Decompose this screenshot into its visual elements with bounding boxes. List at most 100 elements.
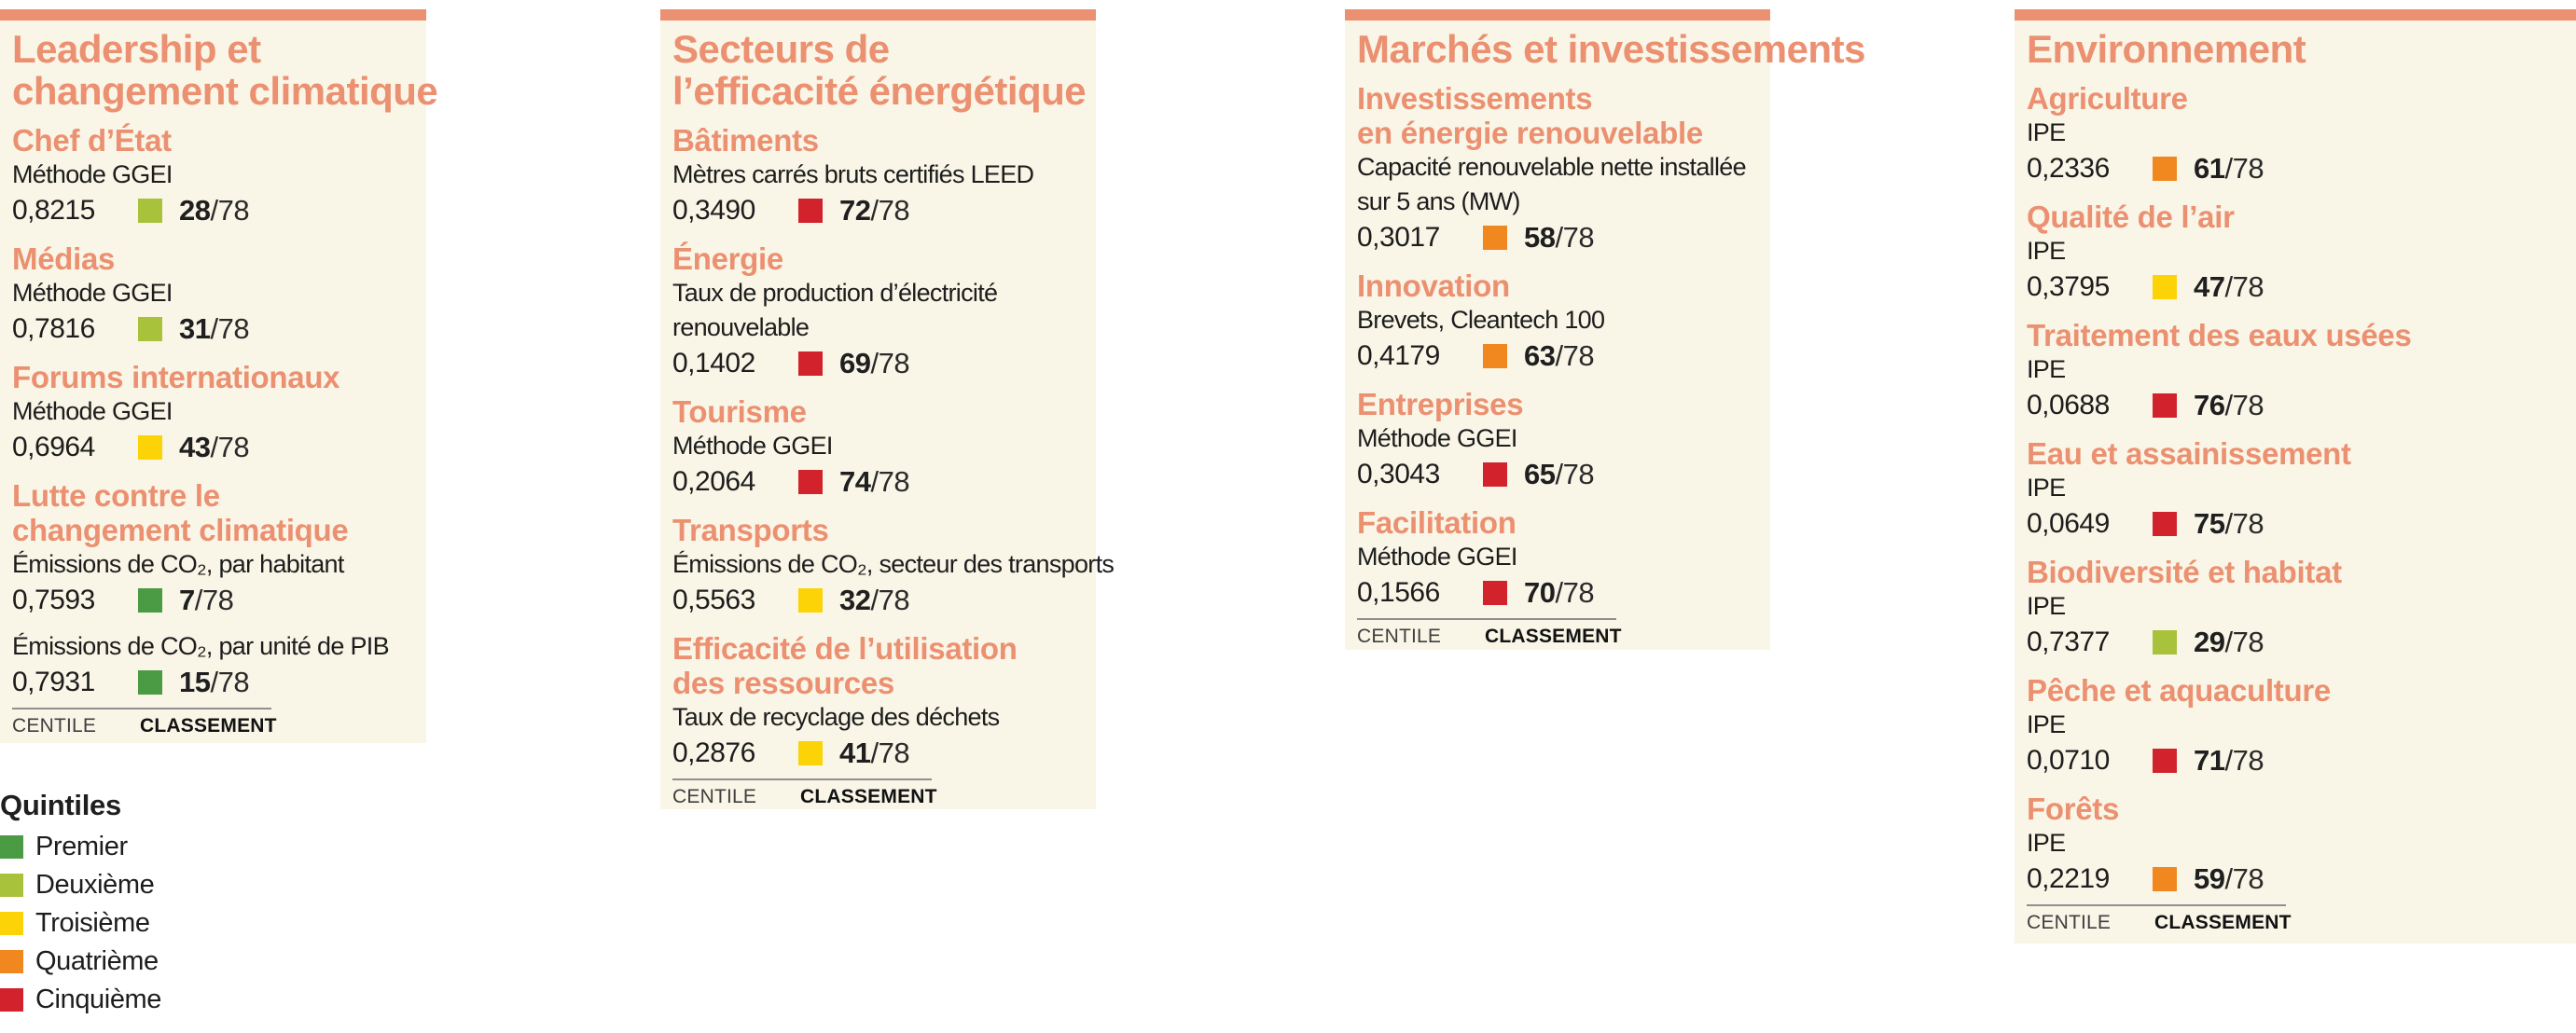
- quintile-square-icon: [1483, 226, 1507, 250]
- legend-item: Deuxième: [0, 870, 392, 900]
- rank-total: /78: [210, 666, 250, 698]
- footer-column-labels: CENTILE CLASSEMENT: [672, 786, 1090, 808]
- rank-value: 63: [1524, 339, 1556, 372]
- metric-value-row: 0,7816 31/78: [12, 312, 421, 345]
- centile-value: 0,2064: [672, 466, 755, 497]
- metric: IPE 0,2219 59/78: [2027, 826, 2570, 895]
- metric-value-row: 0,3490 72/78: [672, 194, 1090, 227]
- quintile-square-icon: [798, 588, 823, 613]
- metric-value-row: 0,0688 76/78: [2027, 389, 2570, 421]
- section-header: en énergie renouvelable: [1357, 116, 1703, 150]
- metric: Méthode GGEI 0,7816 31/78: [12, 276, 421, 345]
- legend-swatch-icon: [0, 835, 23, 859]
- rank-total: /78: [2224, 152, 2264, 185]
- centile-value: 0,7377: [2027, 627, 2110, 657]
- centile-value: 0,7931: [12, 667, 95, 697]
- indicator-label: Émissions de CO₂, secteur des transports: [672, 550, 1115, 578]
- rank-value: 32: [839, 584, 871, 616]
- metric: Méthode GGEI 0,8215 28/78: [12, 158, 421, 227]
- rank-total: /78: [870, 584, 910, 616]
- indicator-label: Méthode GGEI: [12, 160, 173, 188]
- indicator-label: IPE: [2027, 118, 2066, 146]
- section-header: Lutte contre le: [12, 478, 220, 513]
- metric-value-row: 0,1566 70/78: [1357, 576, 1765, 609]
- indicator-label: Taux de recyclage des déchets: [672, 703, 1000, 731]
- metric: Mètres carrés bruts certifiés LEED 0,3490…: [672, 158, 1090, 227]
- legend-item: Quatrième: [0, 946, 392, 976]
- rank-value: 47: [2194, 270, 2225, 303]
- section: Investissements en énergie renouvelable Ca…: [1357, 81, 1765, 254]
- classement-column-label: CLASSEMENT: [800, 786, 937, 807]
- quintile-square-icon: [138, 435, 162, 460]
- section: Forêts IPE 0,2219 59/78: [2027, 792, 2570, 895]
- panel-title-line: Secteurs de: [672, 27, 890, 71]
- metric: IPE 0,0710 71/78: [2027, 708, 2570, 777]
- centile-value: 0,0649: [2027, 508, 2110, 539]
- quintile-square-icon: [138, 670, 162, 695]
- section-header: Facilitation: [1357, 505, 1517, 540]
- quintile-square-icon: [1483, 462, 1507, 487]
- metric-value-row: 0,7377 29/78: [2027, 626, 2570, 658]
- classement-column-label: CLASSEMENT: [1485, 626, 1622, 647]
- metric-value-row: 0,0649 75/78: [2027, 507, 2570, 540]
- section: Efficacité de l’utilisation des ressource…: [672, 631, 1090, 769]
- centile-value: 0,2219: [2027, 863, 2110, 894]
- indicator-label: IPE: [2027, 710, 2066, 738]
- centile-column-label: CENTILE: [1357, 626, 1442, 647]
- centile-column-label: CENTILE: [672, 786, 757, 807]
- indicator-label: Émissions de CO₂, par unité de PIB: [12, 632, 390, 660]
- indicator-label: IPE: [2027, 237, 2066, 265]
- panel-body: Marchés et investissements Investissement…: [1345, 21, 1865, 650]
- centile-value: 0,3795: [2027, 271, 2110, 302]
- section-header: Qualité de l’air: [2027, 200, 2235, 234]
- indicator-label: IPE: [2027, 592, 2066, 620]
- rank-total: /78: [1555, 576, 1595, 609]
- metric: Méthode GGEI 0,3043 65/78: [1357, 421, 1765, 490]
- rank-total: /78: [2224, 862, 2264, 895]
- section: Facilitation Méthode GGEI 0,1566 70/78: [1357, 505, 1765, 609]
- rank-total: /78: [210, 194, 250, 227]
- rank-value: 41: [839, 737, 871, 769]
- rank-total: /78: [1555, 458, 1595, 490]
- legend-item: Premier: [0, 832, 392, 861]
- rank-value: 75: [2194, 507, 2225, 540]
- panel-secteurs: Secteurs de l’efficacité énergétique Bâtim…: [660, 9, 1115, 809]
- metric: Méthode GGEI 0,1566 70/78: [1357, 540, 1765, 609]
- legend-item-label: Deuxième: [35, 870, 155, 900]
- panel-title-line: Marchés et investissements: [1357, 27, 1865, 71]
- indicator-label: Méthode GGEI: [12, 397, 173, 425]
- section: Innovation Brevets, Cleantech 100 0,4179 63…: [1357, 269, 1765, 372]
- indicator-label: sur 5 ans (MW): [1357, 187, 1520, 215]
- panel-title: Secteurs de l’efficacité énergétique: [672, 28, 1090, 112]
- classement-column-label: CLASSEMENT: [2154, 912, 2292, 933]
- legend-swatch-icon: [0, 950, 23, 973]
- rank-value: 7: [179, 584, 195, 616]
- section: Qualité de l’air IPE 0,3795 47/78: [2027, 200, 2570, 303]
- indicator-label: IPE: [2027, 829, 2066, 857]
- indicator-label: Méthode GGEI: [1357, 543, 1517, 571]
- metric-value-row: 0,4179 63/78: [1357, 339, 1765, 372]
- quintile-square-icon: [2153, 867, 2177, 891]
- legend-item-label: Cinquième: [35, 985, 162, 1014]
- centile-value: 0,8215: [12, 195, 95, 226]
- footer-divider: [2027, 904, 2286, 906]
- indicator-label: Brevets, Cleantech 100: [1357, 306, 1605, 334]
- section-header: Transports: [672, 513, 829, 547]
- quintile-square-icon: [1483, 581, 1507, 605]
- quintile-square-icon: [2153, 275, 2177, 299]
- section-header: Investissements: [1357, 81, 1593, 116]
- rank-total: /78: [870, 737, 910, 769]
- panel-body: Leadership et changement climatique Chef d…: [0, 21, 438, 743]
- centile-value: 0,3043: [1357, 459, 1440, 489]
- quintile-square-icon: [798, 470, 823, 494]
- rank-total: /78: [870, 465, 910, 498]
- rank-value: 15: [179, 666, 211, 698]
- quintile-square-icon: [2153, 749, 2177, 773]
- metric-value-row: 0,7931 15/78: [12, 666, 421, 698]
- panel-leadership: Leadership et changement climatique Chef d…: [0, 9, 438, 743]
- legend-item-label: Premier: [35, 832, 128, 861]
- rank-value: 61: [2194, 152, 2225, 185]
- panel-top-bar: [2015, 9, 2576, 21]
- metric: Capacité renouvelable nette installée sur…: [1357, 150, 1765, 254]
- metric-value-row: 0,3043 65/78: [1357, 458, 1765, 490]
